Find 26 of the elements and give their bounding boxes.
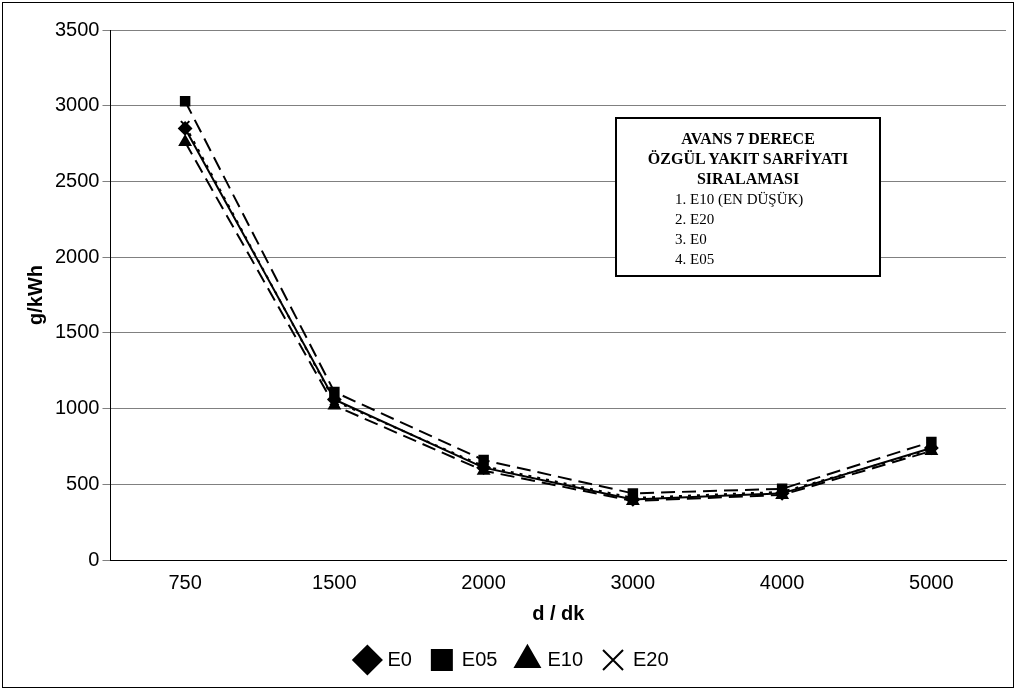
y-tick-label: 1000 <box>54 396 100 419</box>
y-tick-label: 2500 <box>54 168 100 191</box>
y-tick-label: 500 <box>66 471 100 494</box>
y-tick-label: 3000 <box>54 93 100 116</box>
legend-label: E10 <box>547 647 584 670</box>
y-tick-label: 2000 <box>54 244 100 267</box>
annotation: 3. E0 <box>674 230 708 249</box>
legend-label: E0 <box>387 647 412 670</box>
y-tick-label: 0 <box>88 547 100 570</box>
annotation: AVANS 7 DERECE <box>680 129 816 149</box>
y-axis-title: g/kWh <box>23 265 46 325</box>
annotation: 1. E10 (EN DÜŞÜK) <box>674 190 805 209</box>
annotation: 2. E20 <box>674 210 716 229</box>
x-tick-label: 1500 <box>312 570 357 593</box>
x-tick-label: 4000 <box>759 570 805 593</box>
x-axis-title: d / dk <box>532 601 586 624</box>
y-tick-label: 1500 <box>54 320 100 343</box>
annotation: 4. E05 <box>674 250 716 269</box>
y-tick-label: 3500 <box>54 17 100 40</box>
annotation: ÖZGÜL YAKIT SARFİYATI SIRALAMASI <box>646 149 850 189</box>
x-tick-label: 3000 <box>610 570 656 593</box>
x-tick-label: 5000 <box>909 570 954 593</box>
x-tick-label: 750 <box>168 570 202 593</box>
x-tick-label: 2000 <box>461 570 506 593</box>
legend-label: E20 <box>633 647 669 670</box>
legend-label: E05 <box>461 647 498 670</box>
